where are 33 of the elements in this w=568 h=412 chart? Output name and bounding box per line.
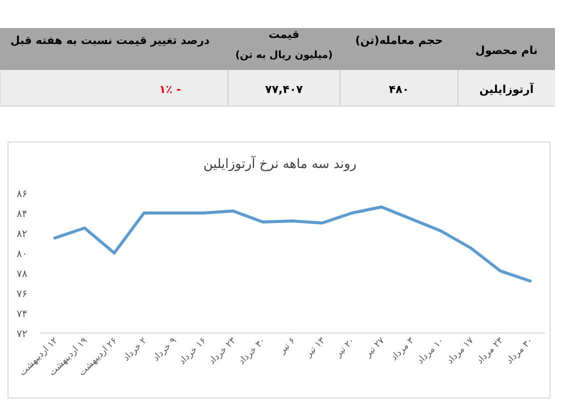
y-tick-label: ۷۶ [16, 289, 28, 300]
text: حجم معامله(تن) [355, 34, 443, 47]
text: ۴۸۰ [388, 83, 410, 96]
y-tick-label: ۸۲ [16, 229, 28, 240]
text: ۷۷,۴۰۷ [265, 83, 304, 96]
x-tick-label: ۲۳ خرداد [207, 336, 238, 367]
y-tick-label: ۸۴ [16, 209, 28, 220]
y-tick-label: ۷۸ [16, 269, 28, 280]
x-tick-label: ۱۷ مرداد [446, 336, 476, 366]
x-tick-label: ۲۳ مرداد [475, 336, 506, 366]
x-tick-label: ۳۰ خرداد [237, 336, 268, 367]
chart-title: روند سه ماهه نرخ آرتوزایلین [203, 155, 357, 172]
text: درصد تغییر قیمت نسبت به هفته قبل [10, 34, 210, 47]
x-tick-label: ۶ تیر [277, 336, 298, 356]
x-tick-label: ۱۰ مرداد [416, 336, 446, 366]
y-tick-label: ۷۴ [16, 309, 28, 320]
line-series [53, 206, 532, 282]
x-tick-label: ۳۰ مرداد [504, 336, 536, 366]
text: ۱٪ - [159, 83, 181, 96]
y-tick-label: ۷۲ [16, 329, 28, 340]
x-tick-label: ۱۶ خرداد [178, 336, 209, 367]
x-tick-label: ۲۰ تیر [333, 336, 358, 360]
x-tick-label: ۱۳ تیر [303, 336, 328, 360]
x-tick-label: ۹ خرداد [151, 336, 179, 364]
x-tick-label: ۲ خرداد [122, 336, 150, 364]
x-tick-label: ۲۷ تیر [362, 336, 387, 360]
text: (میلیون ریال به تن) [235, 50, 333, 61]
text: آرتوزایلین [479, 82, 534, 96]
text: قیمت [268, 28, 300, 41]
y-tick-label: ۸۰ [16, 249, 28, 260]
text: نام محصول [475, 44, 538, 57]
x-tick-label: ۳ مرداد [390, 336, 417, 363]
y-tick-label: ۸۶ [16, 189, 28, 200]
